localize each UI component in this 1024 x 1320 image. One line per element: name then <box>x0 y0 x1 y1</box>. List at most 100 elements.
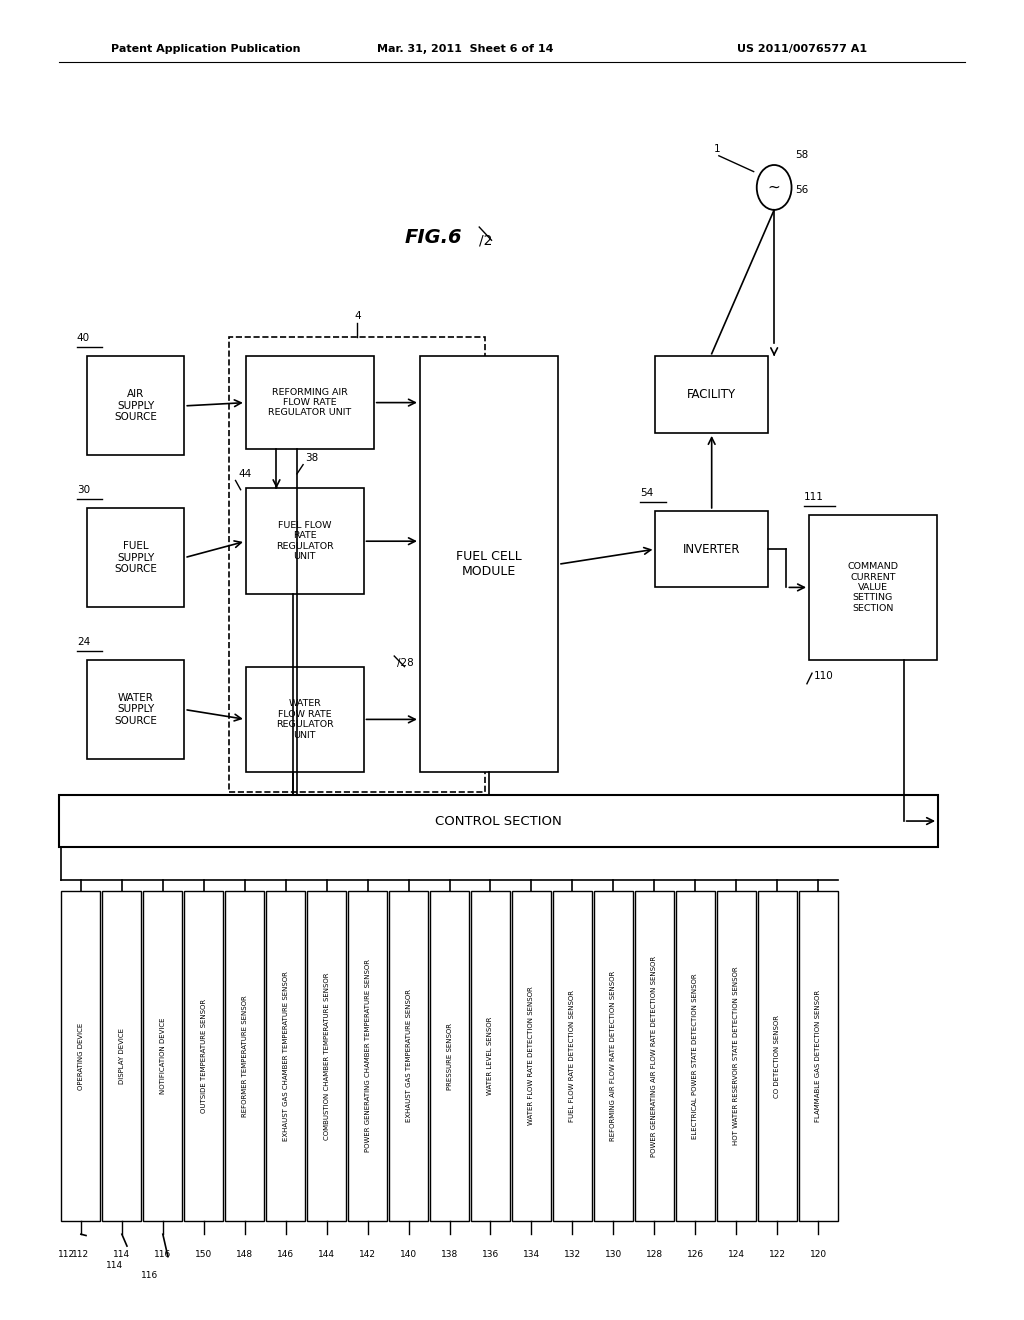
Text: 134: 134 <box>523 1250 540 1259</box>
Text: REFORMER TEMPERATURE SENSOR: REFORMER TEMPERATURE SENSOR <box>242 995 248 1117</box>
Text: 24: 24 <box>77 636 90 647</box>
Text: 138: 138 <box>441 1250 458 1259</box>
Bar <box>553 891 592 1221</box>
Text: 44: 44 <box>239 469 252 479</box>
Text: Mar. 31, 2011  Sheet 6 of 14: Mar. 31, 2011 Sheet 6 of 14 <box>377 44 553 54</box>
Text: CONTROL SECTION: CONTROL SECTION <box>435 814 562 828</box>
Text: WATER
FLOW RATE
REGULATOR
UNIT: WATER FLOW RATE REGULATOR UNIT <box>275 700 334 739</box>
Text: 112: 112 <box>58 1250 76 1259</box>
Text: INVERTER: INVERTER <box>683 543 740 556</box>
Text: 124: 124 <box>728 1250 744 1259</box>
Text: 150: 150 <box>196 1250 212 1259</box>
Bar <box>87 660 184 759</box>
Text: 116: 116 <box>141 1271 159 1280</box>
Text: WATER
SUPPLY
SOURCE: WATER SUPPLY SOURCE <box>115 693 157 726</box>
Text: FIG.6: FIG.6 <box>404 228 462 247</box>
Bar <box>717 891 756 1221</box>
Text: 114: 114 <box>105 1261 123 1270</box>
Text: 126: 126 <box>687 1250 703 1259</box>
Text: /2: /2 <box>479 234 493 247</box>
Bar <box>635 891 674 1221</box>
Text: COMBUSTION CHAMBER TEMPERATURE SENSOR: COMBUSTION CHAMBER TEMPERATURE SENSOR <box>324 973 330 1139</box>
Text: EXHAUST GAS CHAMBER TEMPERATURE SENSOR: EXHAUST GAS CHAMBER TEMPERATURE SENSOR <box>283 972 289 1140</box>
Bar <box>184 891 223 1221</box>
Text: /28: /28 <box>397 657 414 668</box>
Text: ELECTRICAL POWER STATE DETECTION SENSOR: ELECTRICAL POWER STATE DETECTION SENSOR <box>692 973 698 1139</box>
Bar <box>420 356 558 772</box>
Text: FACILITY: FACILITY <box>687 388 736 401</box>
Text: FUEL CELL
MODULE: FUEL CELL MODULE <box>456 550 522 578</box>
Text: 38: 38 <box>305 453 318 463</box>
Bar <box>471 891 510 1221</box>
Text: 111: 111 <box>804 491 823 502</box>
Bar <box>809 515 937 660</box>
Text: WATER FLOW RATE DETECTION SENSOR: WATER FLOW RATE DETECTION SENSOR <box>528 986 535 1126</box>
Bar <box>430 891 469 1221</box>
Text: 144: 144 <box>318 1250 335 1259</box>
Text: 114: 114 <box>114 1250 130 1259</box>
Text: EXHAUST GAS TEMPERATURE SENSOR: EXHAUST GAS TEMPERATURE SENSOR <box>406 990 412 1122</box>
Text: 142: 142 <box>359 1250 376 1259</box>
Text: HOT WATER RESERVOIR STATE DETECTION SENSOR: HOT WATER RESERVOIR STATE DETECTION SENS… <box>733 966 739 1146</box>
Text: 4: 4 <box>354 310 360 321</box>
Bar <box>59 795 938 847</box>
Bar <box>389 891 428 1221</box>
Text: 128: 128 <box>646 1250 663 1259</box>
Bar <box>594 891 633 1221</box>
Bar <box>655 511 768 587</box>
Text: FLAMMABLE GAS DETECTION SENSOR: FLAMMABLE GAS DETECTION SENSOR <box>815 990 821 1122</box>
Text: 58: 58 <box>796 149 809 160</box>
Text: 30: 30 <box>77 484 90 495</box>
Text: DISPLAY DEVICE: DISPLAY DEVICE <box>119 1028 125 1084</box>
Text: POWER GENERATING CHAMBER TEMPERATURE SENSOR: POWER GENERATING CHAMBER TEMPERATURE SEN… <box>365 960 371 1152</box>
Text: 54: 54 <box>640 487 653 498</box>
Text: 112: 112 <box>73 1250 89 1259</box>
Text: WATER LEVEL SENSOR: WATER LEVEL SENSOR <box>487 1016 494 1096</box>
Text: 146: 146 <box>278 1250 294 1259</box>
Bar <box>246 356 374 449</box>
Bar <box>87 356 184 455</box>
Text: Patent Application Publication: Patent Application Publication <box>111 44 300 54</box>
Text: 130: 130 <box>605 1250 622 1259</box>
Bar <box>655 356 768 433</box>
Text: REFORMING AIR FLOW RATE DETECTION SENSOR: REFORMING AIR FLOW RATE DETECTION SENSOR <box>610 972 616 1140</box>
Text: PRESSURE SENSOR: PRESSURE SENSOR <box>446 1023 453 1089</box>
Bar <box>758 891 797 1221</box>
Text: 56: 56 <box>796 185 809 195</box>
Text: POWER GENERATING AIR FLOW RATE DETECTION SENSOR: POWER GENERATING AIR FLOW RATE DETECTION… <box>651 956 657 1156</box>
Text: 148: 148 <box>237 1250 253 1259</box>
Text: NOTIFICATION DEVICE: NOTIFICATION DEVICE <box>160 1018 166 1094</box>
Text: 120: 120 <box>810 1250 826 1259</box>
Bar <box>87 508 184 607</box>
Text: 132: 132 <box>564 1250 581 1259</box>
Bar <box>676 891 715 1221</box>
Text: US 2011/0076577 A1: US 2011/0076577 A1 <box>737 44 867 54</box>
Bar <box>143 891 182 1221</box>
Text: 110: 110 <box>814 671 834 681</box>
Text: OUTSIDE TEMPERATURE SENSOR: OUTSIDE TEMPERATURE SENSOR <box>201 999 207 1113</box>
Text: REFORMING AIR
FLOW RATE
REGULATOR UNIT: REFORMING AIR FLOW RATE REGULATOR UNIT <box>268 388 351 417</box>
Bar <box>246 667 364 772</box>
Text: 116: 116 <box>155 1250 171 1259</box>
Bar <box>307 891 346 1221</box>
Text: 136: 136 <box>482 1250 499 1259</box>
Bar <box>348 891 387 1221</box>
Bar <box>246 488 364 594</box>
Text: OPERATING DEVICE: OPERATING DEVICE <box>78 1023 84 1089</box>
Bar <box>266 891 305 1221</box>
Text: CO DETECTION SENSOR: CO DETECTION SENSOR <box>774 1015 780 1097</box>
Bar <box>229 337 485 792</box>
Bar <box>102 891 141 1221</box>
Bar <box>512 891 551 1221</box>
Bar <box>225 891 264 1221</box>
Text: 140: 140 <box>400 1250 417 1259</box>
Text: ~: ~ <box>768 180 780 195</box>
Text: 40: 40 <box>77 333 90 343</box>
Text: FUEL
SUPPLY
SOURCE: FUEL SUPPLY SOURCE <box>115 541 157 574</box>
Text: FUEL FLOW
RATE
REGULATOR
UNIT: FUEL FLOW RATE REGULATOR UNIT <box>275 521 334 561</box>
Bar <box>799 891 838 1221</box>
Text: AIR
SUPPLY
SOURCE: AIR SUPPLY SOURCE <box>115 389 157 422</box>
Bar <box>61 891 100 1221</box>
Text: 122: 122 <box>769 1250 785 1259</box>
Text: 1: 1 <box>714 144 720 154</box>
